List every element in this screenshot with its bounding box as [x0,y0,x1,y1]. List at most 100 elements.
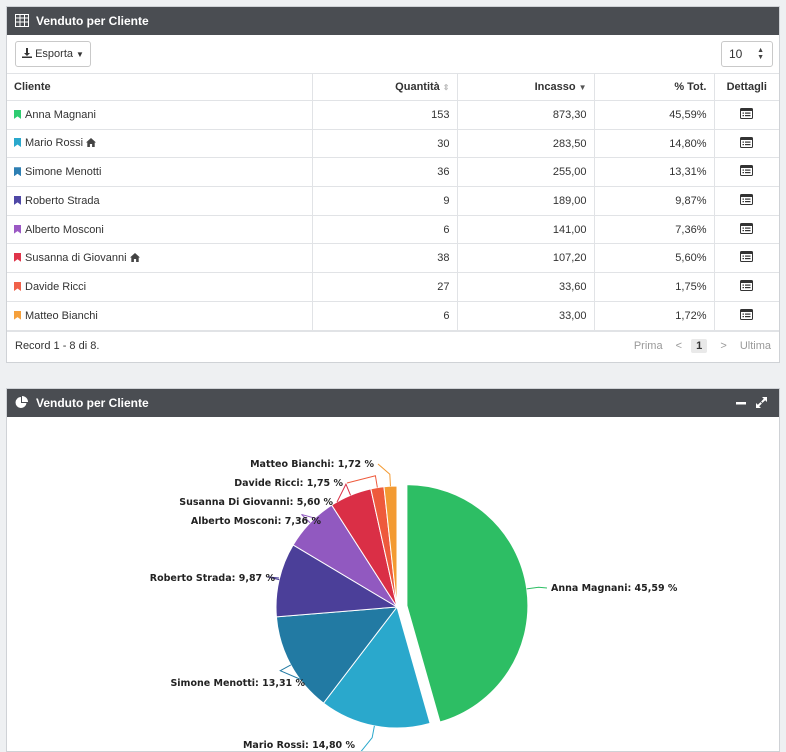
home-icon [129,252,140,265]
client-name: Matteo Bianchi [25,309,98,322]
table-row: Simone Menotti 36 255,00 13,31% [7,157,779,188]
client-name: Anna Magnani [25,108,96,121]
cell-quantita: 27 [311,272,458,302]
cell-cliente: Anna Magnani [7,100,313,130]
table-row: Matteo Bianchi 6 33,00 1,72% [7,300,779,331]
clients-table: Cliente Quantità ⇕ Incasso ▼ % Tot. Dettag… [7,73,779,331]
pie-label: Anna Magnani: 45,59 % [551,583,678,594]
record-count: Record 1 - 8 di 8. [15,340,100,352]
list-detail-icon[interactable] [740,279,754,294]
pie-slice[interactable] [406,484,529,723]
cell-quantita: 6 [311,300,458,331]
page-size-value: 10 [729,47,743,61]
column-header-cliente[interactable]: Cliente [7,73,313,101]
column-header-quantita[interactable]: Quantità ⇕ [311,73,458,101]
pie-chart-svg: Anna Magnani: 45,59 % Mario Rossi: 14,80 … [150,459,678,751]
cell-quantita: 153 [311,100,458,130]
cell-tot: 1,72% [593,300,715,331]
cell-quantita: 9 [311,186,458,216]
page-size-select[interactable]: 10 ▲ ▼ [721,41,773,67]
minus-icon[interactable] [731,396,751,411]
home-icon [86,138,97,150]
table-row: Davide Ricci 27 33,60 1,75% [7,272,779,302]
export-label: Esporta [35,48,73,60]
bookmark-icon [14,138,21,148]
table-row: Susanna di Giovanni 38 107,20 5,60% [7,243,779,274]
download-icon [22,47,33,61]
cell-cliente: Roberto Strada [7,186,313,216]
client-name: Susanna di Giovanni [25,251,127,264]
pie-label: Mario Rossi: 14,80 % [243,740,356,751]
cell-incasso: 189,00 [456,186,595,216]
pager-prev[interactable]: < [675,340,683,352]
cell-tot: 9,87% [593,186,715,216]
list-detail-icon[interactable] [740,222,754,237]
sort-icon: ⇕ [442,83,450,92]
bookmark-icon [14,252,21,262]
bookmark-icon [14,195,21,205]
cell-cliente: Susanna di Giovanni [7,243,313,274]
cell-incasso: 33,60 [456,272,595,302]
table-header-row: Cliente Quantità ⇕ Incasso ▼ % Tot. Dettag… [7,73,779,101]
cell-dettagli [713,300,779,331]
cell-tot: 13,31% [593,157,715,188]
sort-desc-icon: ▼ [578,83,587,92]
pie-connector [346,475,378,488]
list-detail-icon[interactable] [740,308,754,323]
pie-chart-icon [15,396,29,410]
expand-icon[interactable] [751,396,771,411]
list-detail-icon[interactable] [740,107,754,122]
table-row: Alberto Mosconi 6 141,00 7,36% [7,214,779,245]
cell-dettagli [713,214,779,245]
chart-panel: Venduto per Cliente Anna Magnani: 45,59 … [6,388,780,752]
pie-label: Davide Ricci: 1,75 % [234,478,343,489]
pager-next[interactable]: > [720,340,727,352]
table-panel-header: Venduto per Cliente [7,7,779,35]
cell-incasso: 255,00 [456,157,595,188]
pie-connector [336,482,352,503]
export-button[interactable]: Esporta ▼ [15,41,91,67]
cell-quantita: 38 [311,243,458,274]
pager-last[interactable]: Ultima [739,340,771,352]
cell-incasso: 141,00 [456,214,595,245]
bookmark-icon [14,310,21,320]
table-panel: Venduto per Cliente Esporta ▼ 10 ▲ ▼ Clie… [6,6,780,363]
cell-dettagli [713,128,779,159]
list-detail-icon[interactable] [740,193,754,208]
cell-cliente: Simone Menotti [7,157,313,188]
pie-label: Matteo Bianchi: 1,72 % [250,459,374,470]
column-header-tot[interactable]: % Tot. [593,73,715,101]
bookmark-icon [14,224,21,234]
list-detail-icon[interactable] [740,136,754,151]
pie-connector [267,576,280,581]
caret-down-icon: ▼ [76,49,84,59]
pie-slice[interactable] [383,485,398,608]
cell-cliente: Davide Ricci [7,272,313,302]
pager-first[interactable]: Prima [633,340,663,352]
bookmark-icon [14,167,21,177]
pie-connector [360,725,375,751]
bookmark-icon [14,109,21,119]
column-header-incasso[interactable]: Incasso ▼ [456,73,595,101]
pie-slice[interactable] [322,605,431,729]
client-name: Mario Rossi [25,137,84,150]
table-row: Mario Rossi 30 283,50 14,80% [7,128,779,159]
cell-dettagli [713,186,779,216]
pie-slice[interactable] [275,544,399,618]
cell-quantita: 30 [311,128,458,159]
client-name: Roberto Strada [25,194,100,207]
cell-dettagli [713,243,779,274]
pagination: Prima < 1 > Ultima [624,339,771,353]
cell-quantita: 6 [311,214,458,245]
cell-tot: 5,60% [593,243,715,274]
client-name: Alberto Mosconi [25,223,104,236]
cell-incasso: 283,50 [456,128,595,159]
pie-label: Roberto Strada: 9,87 % [150,573,276,584]
list-detail-icon[interactable] [740,165,754,179]
list-detail-icon[interactable] [740,251,754,265]
pie-chart: Anna Magnani: 45,59 % Mario Rossi: 14,80 … [7,417,779,751]
cell-cliente: Mario Rossi [7,128,313,159]
pager-current[interactable]: 1 [691,339,708,353]
table-row: Roberto Strada 9 189,00 9,87% [7,186,779,216]
pie-connector [279,664,310,684]
